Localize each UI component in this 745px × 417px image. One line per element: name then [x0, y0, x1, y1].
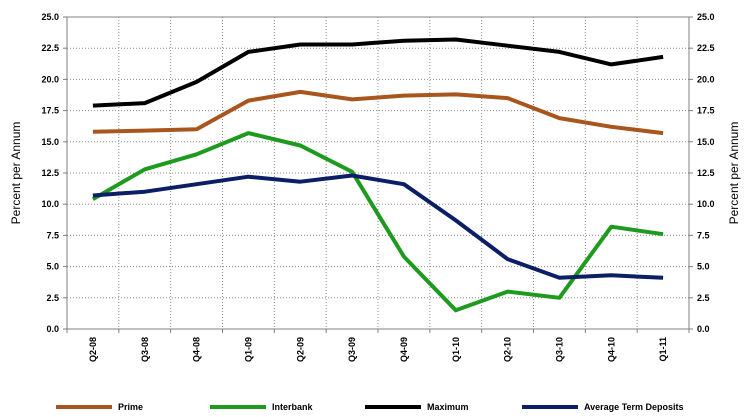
- x-tick-label: Q1-11: [658, 337, 668, 362]
- plot-frame: [66, 16, 690, 330]
- left-y-tick-label: 0.0: [46, 324, 59, 334]
- right-y-tick-label: 10.0: [697, 199, 715, 209]
- right-y-tick-label: 0.0: [697, 324, 710, 334]
- left-y-tick-label: 10.0: [41, 199, 59, 209]
- x-tick-label: Q4-09: [399, 337, 409, 362]
- x-tick-label: Q4-08: [192, 337, 202, 362]
- left-y-tick-label: 7.5: [46, 230, 59, 240]
- series-line-interbank: [91, 131, 664, 313]
- x-tick-label: Q1-09: [243, 337, 253, 362]
- right-y-tick-label: 17.5: [697, 106, 715, 116]
- x-tick-label: Q3-09: [347, 337, 357, 362]
- x-tick-label: Q2-08: [88, 337, 98, 362]
- x-tick-label: Q3-08: [140, 337, 150, 362]
- legend-label: Maximum: [427, 402, 469, 412]
- legend: Prime Interbank Maximum Average Term Deposi…: [56, 402, 684, 412]
- x-tick-label: Q2-10: [503, 337, 513, 362]
- legend-label: Interbank: [272, 402, 314, 412]
- right-y-tick-label: 12.5: [697, 168, 715, 178]
- y-axis-title-right: Percent per Annum: [727, 122, 741, 225]
- right-y-tick-label: 15.0: [697, 137, 715, 147]
- x-axis-ticks: Q2-08 Q3-08 Q4-08 Q1-09 Q2-09 Q3-09 Q4-09 Q1-10…: [66, 329, 690, 362]
- right-y-tick-label: 20.0: [697, 74, 715, 84]
- left-y-tick-label: 22.5: [41, 43, 59, 53]
- series-line-average-term-deposits: [92, 173, 664, 280]
- left-y-axis-ticks: 0.0 2.5 5.0 7.5 10.0 12.5 15.0 17.5 20.0 22.5 25.0: [41, 12, 67, 334]
- legend-label: Average Term Deposits: [584, 402, 684, 412]
- series-line-maximum: [92, 37, 664, 108]
- legend-label: Prime: [118, 402, 143, 412]
- right-y-axis-ticks: 0.0 2.5 5.0 7.5 10.0 12.5 15.0 17.5 20.0 22.5 25.0: [689, 12, 715, 334]
- right-y-tick-label: 2.5: [697, 293, 710, 303]
- y-axis-title-left: Percent per Annum: [9, 122, 23, 225]
- right-y-tick-label: 25.0: [697, 12, 715, 22]
- gridlines: [67, 17, 689, 329]
- left-y-tick-label: 5.0: [46, 262, 59, 272]
- left-y-tick-label: 25.0: [41, 12, 59, 22]
- right-y-tick-label: 22.5: [697, 43, 715, 53]
- right-y-tick-label: 5.0: [697, 262, 710, 272]
- x-tick-label: Q1-10: [451, 337, 461, 362]
- left-y-tick-label: 17.5: [41, 106, 59, 116]
- series-lines: [91, 37, 664, 313]
- left-y-tick-label: 15.0: [41, 137, 59, 147]
- x-tick-label: Q2-09: [295, 337, 305, 362]
- x-tick-label: Q3-10: [554, 337, 564, 362]
- x-tick-label: Q4-10: [606, 337, 616, 362]
- left-y-tick-label: 12.5: [41, 168, 59, 178]
- right-y-tick-label: 7.5: [697, 230, 710, 240]
- left-y-tick-label: 2.5: [46, 293, 59, 303]
- series-line-prime: [92, 89, 664, 136]
- left-y-tick-label: 20.0: [41, 74, 59, 84]
